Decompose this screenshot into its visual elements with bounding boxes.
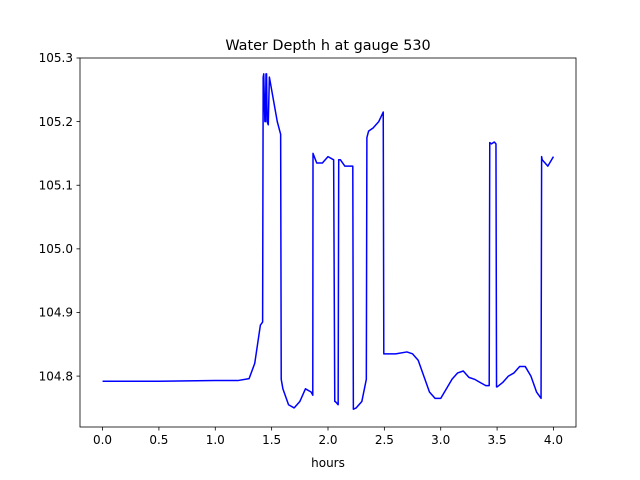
- y-tick-label: 104.9: [39, 306, 73, 320]
- y-tick-label: 105.0: [39, 242, 73, 256]
- plot-area: [102, 73, 555, 410]
- x-tick-label: 2.0: [318, 433, 337, 447]
- x-tick-label: 3.5: [488, 433, 507, 447]
- x-tick-label: 1.0: [206, 433, 225, 447]
- series-line-0: [102, 73, 555, 410]
- x-tick-label: 0.0: [93, 433, 112, 447]
- x-tick-label: 3.0: [431, 433, 450, 447]
- x-tick-label: 4.0: [544, 433, 563, 447]
- x-tick-label: 0.5: [149, 433, 168, 447]
- y-tick-label: 105.2: [39, 115, 73, 129]
- y-tick-label: 105.3: [39, 51, 73, 65]
- x-tick-label: 2.5: [375, 433, 394, 447]
- y-tick-label: 104.8: [39, 369, 73, 383]
- x-axis-label: hours: [311, 456, 345, 470]
- y-tick-label: 105.1: [39, 178, 73, 192]
- chart-title: Water Depth h at gauge 530: [225, 38, 430, 54]
- axes: 0.0 0.5 1.0 1.5 2.0 2.5 3.0 3.5 4.0 104.8 104.9 105…: [39, 51, 577, 447]
- x-tick-label: 1.5: [262, 433, 281, 447]
